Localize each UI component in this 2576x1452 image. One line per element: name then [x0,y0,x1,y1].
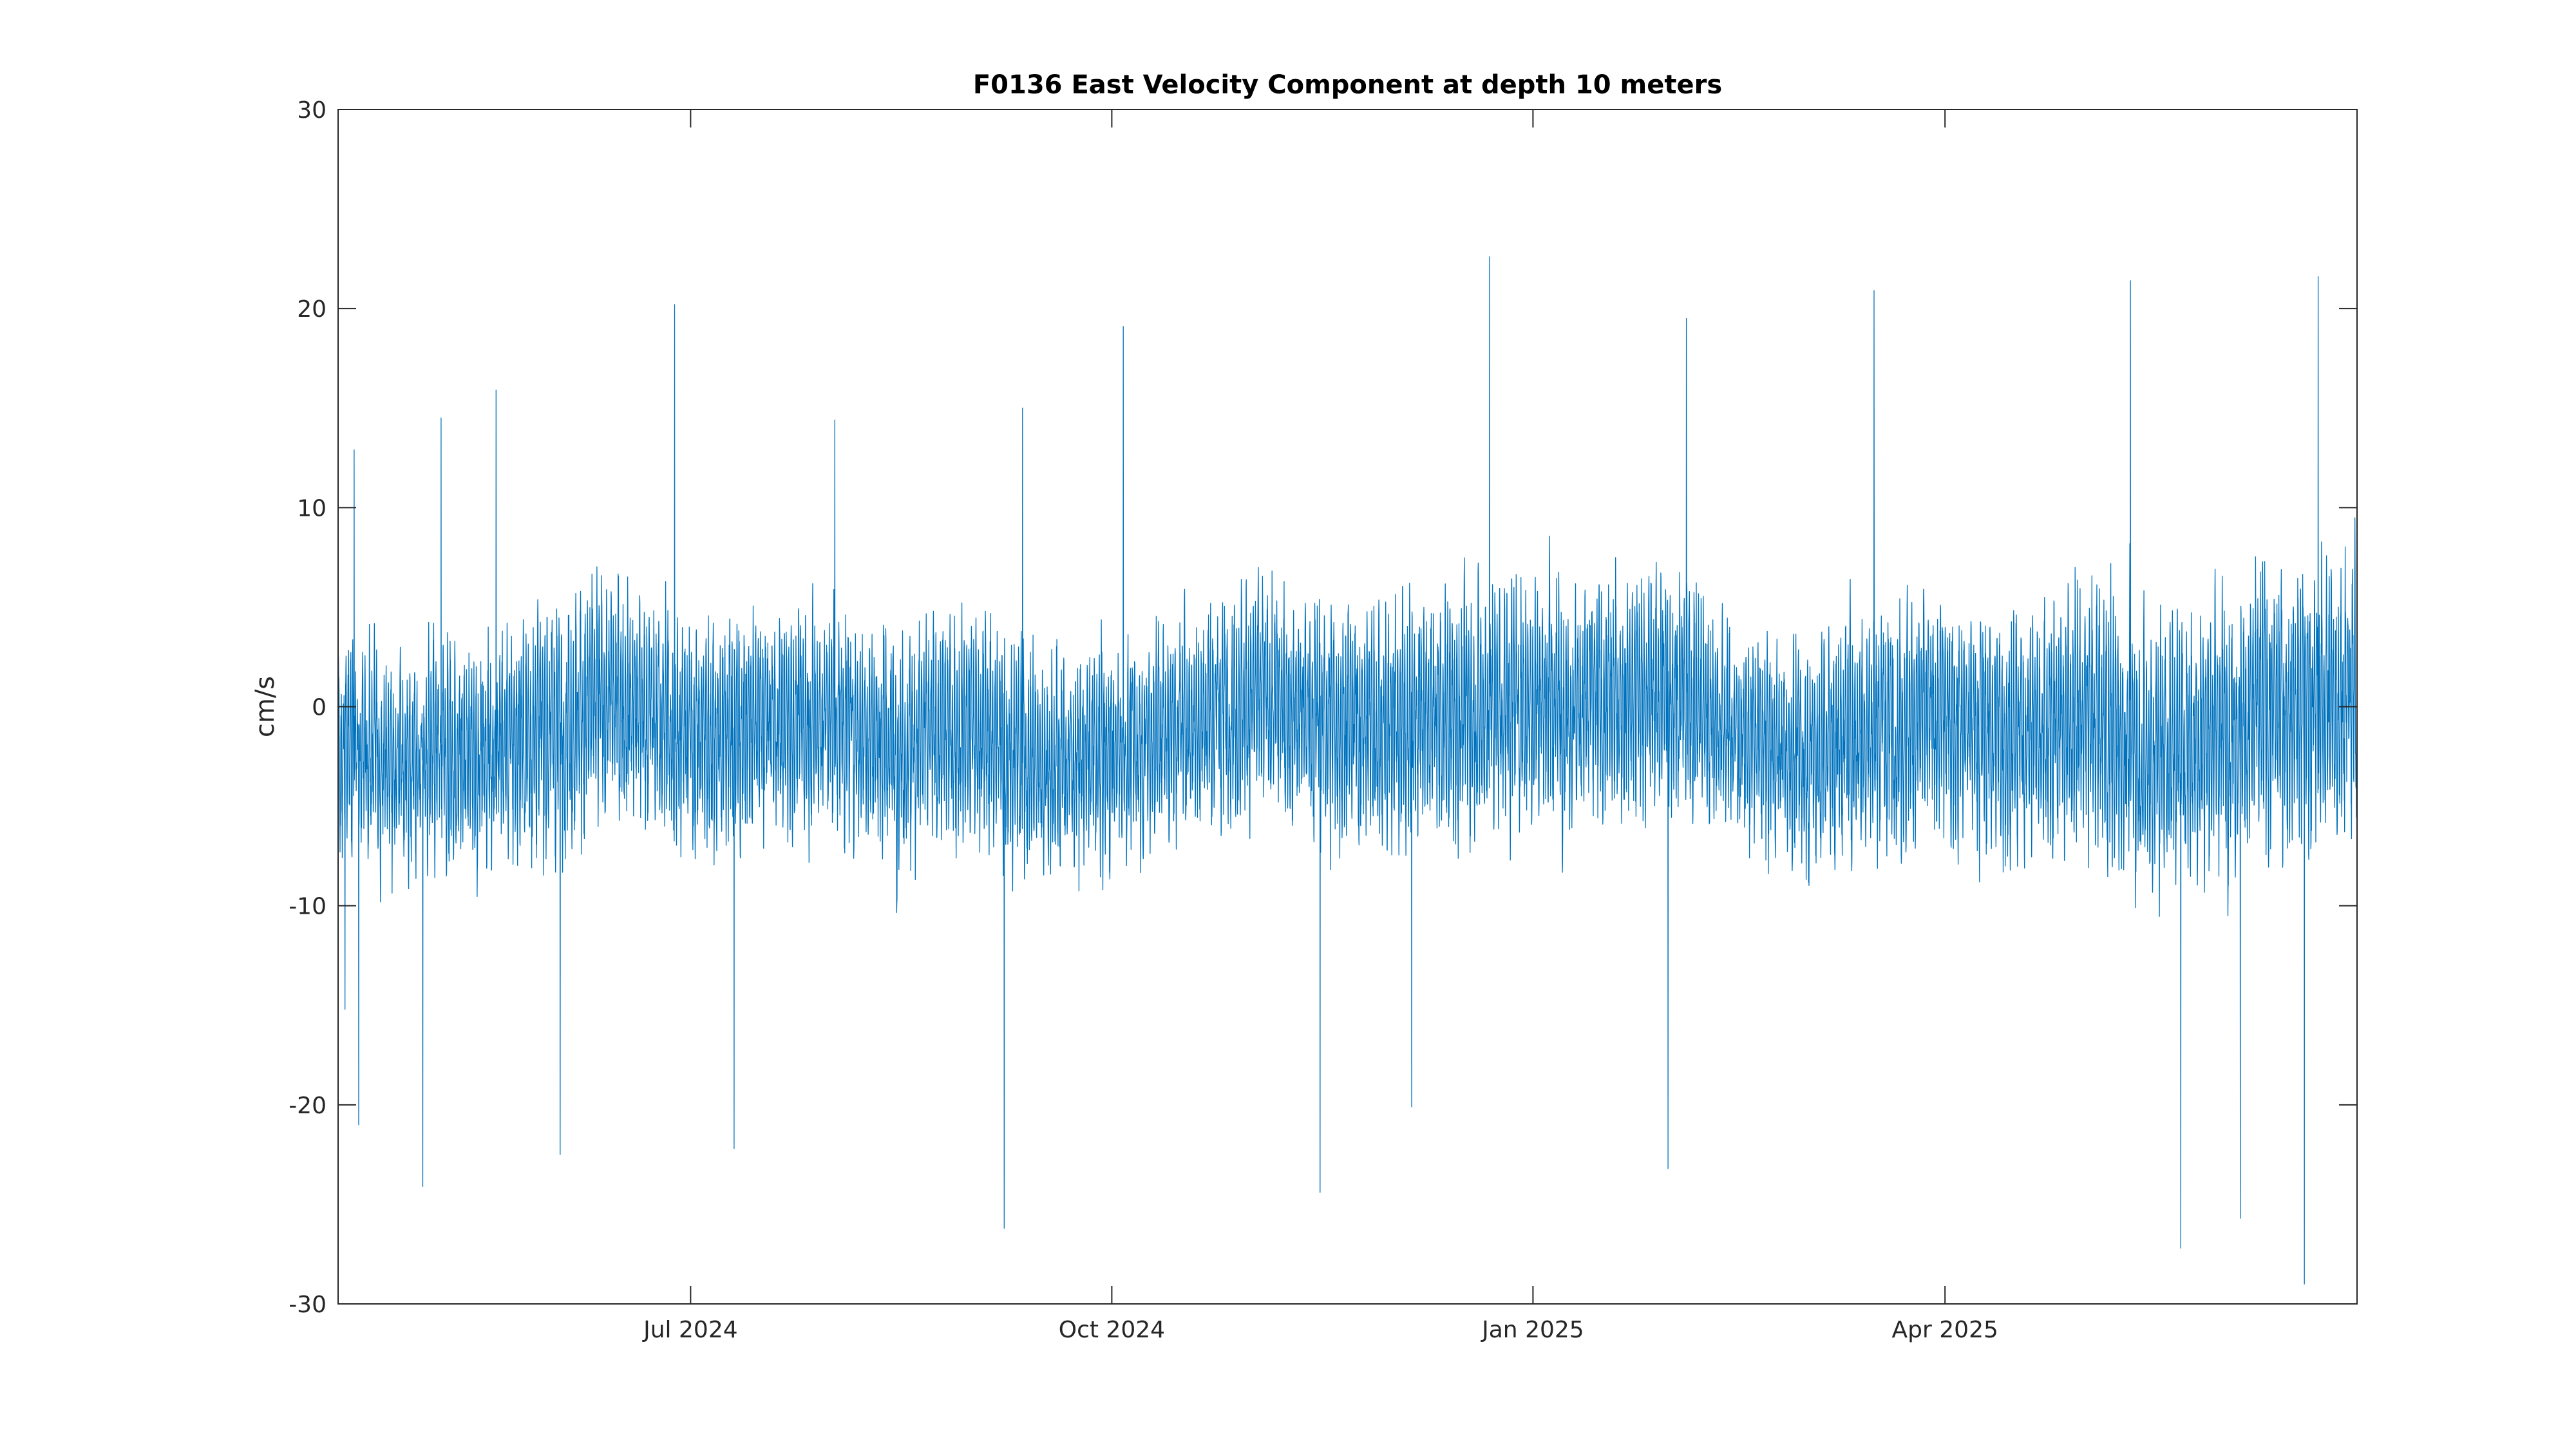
x-tick-label: Oct 2024 [1059,1317,1165,1343]
series-layer [337,256,2358,1285]
y-tick-label: 10 [297,495,327,522]
y-tick-label: 0 [312,695,327,721]
y-tick-label: -10 [289,894,327,920]
y-axis-label: cm/s [251,676,280,737]
ticks-layer: -30 -20 -10 0 10 20 30 Jul 2024 Oct 2024 Jan 2025… [289,97,2357,1343]
y-tick-label: 20 [297,296,327,323]
x-tick-label: Jan 2025 [1481,1317,1584,1343]
series-line-east-velocity [337,256,2358,1285]
y-tick-label: 30 [297,97,327,124]
y-tick-label: -20 [289,1093,327,1119]
x-tick-label: Apr 2025 [1892,1317,1998,1343]
chart-title: F0136 East Velocity Component at depth 1… [973,70,1722,100]
x-tick-label: Jul 2024 [642,1317,738,1343]
y-tick-label: -30 [289,1292,327,1318]
